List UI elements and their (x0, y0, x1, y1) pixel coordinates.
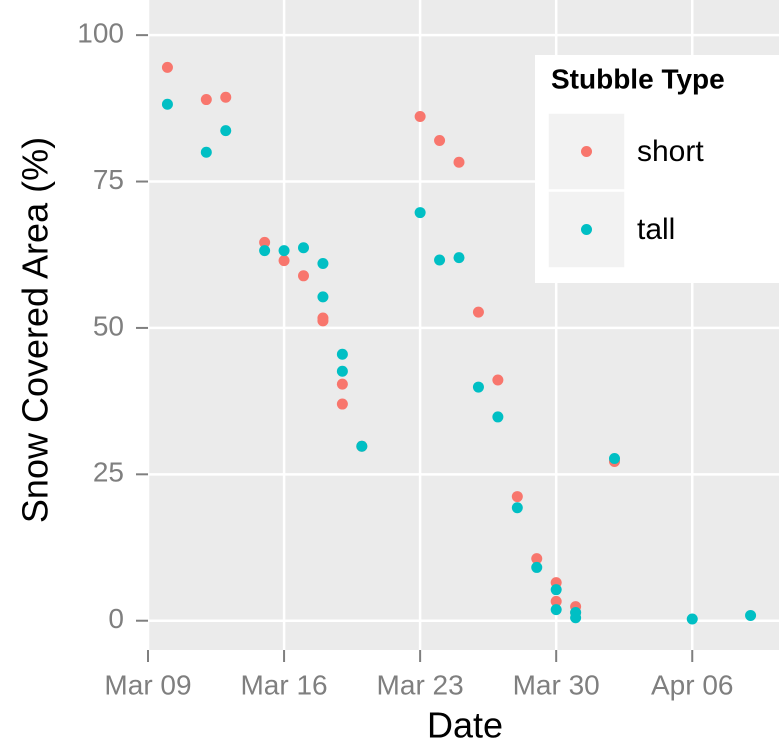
point (453, 252, 465, 264)
point (278, 255, 290, 267)
point (317, 291, 329, 303)
point (220, 125, 232, 137)
x-tick-label: Mar 16 (240, 669, 327, 700)
point (336, 398, 348, 410)
point (570, 612, 582, 624)
point (259, 236, 271, 248)
point (298, 242, 309, 254)
point (550, 604, 562, 616)
point (511, 491, 523, 503)
point (492, 411, 504, 423)
point (472, 306, 484, 318)
point (298, 270, 309, 282)
point (200, 94, 212, 106)
legend-label: tall (637, 213, 675, 246)
point (472, 381, 484, 393)
point (434, 254, 446, 266)
point (453, 156, 465, 168)
y-tick-label: 75 (93, 164, 124, 195)
y-tick-label: 25 (93, 457, 124, 488)
point (317, 258, 329, 270)
point (414, 207, 426, 219)
point (336, 365, 348, 377)
legend-title: Stubble Type (551, 63, 725, 94)
point (200, 146, 212, 158)
point (511, 502, 523, 514)
point (531, 553, 543, 565)
y-tick-label: 100 (77, 18, 124, 49)
axes: 0 25 50 75 100 Mar 09 Mar 16 Mar 23 Mar 30 Apr 06 (77, 18, 733, 701)
x-tick-label: Mar 30 (513, 669, 600, 700)
points (161, 61, 757, 625)
x-axis-label: Date (427, 705, 503, 746)
x-tick-label: Apr 06 (651, 669, 734, 700)
x-tick-label: Mar 09 (104, 669, 191, 700)
y-axis-label: Snow Covered Area (%) (15, 137, 56, 523)
legend-swatch (581, 146, 592, 157)
point (414, 111, 426, 123)
point (161, 98, 173, 110)
point (336, 378, 348, 390)
point (434, 135, 446, 147)
point (278, 245, 290, 257)
legend-swatch (581, 224, 592, 235)
legend-label: short (637, 135, 704, 168)
point (259, 245, 271, 257)
point (550, 584, 562, 596)
point (356, 440, 368, 452)
point (550, 595, 562, 607)
y-tick-label: 50 (93, 310, 124, 341)
point (220, 91, 232, 103)
point (745, 609, 757, 621)
legend: Stubble Type short tall (535, 55, 779, 283)
point (531, 561, 543, 573)
point (317, 315, 329, 327)
y-tick-label: 0 (108, 603, 124, 634)
point (609, 453, 620, 465)
point (161, 61, 173, 73)
point (336, 348, 348, 360)
point (686, 613, 698, 625)
x-tick-label: Mar 23 (377, 669, 464, 700)
point (492, 374, 504, 386)
